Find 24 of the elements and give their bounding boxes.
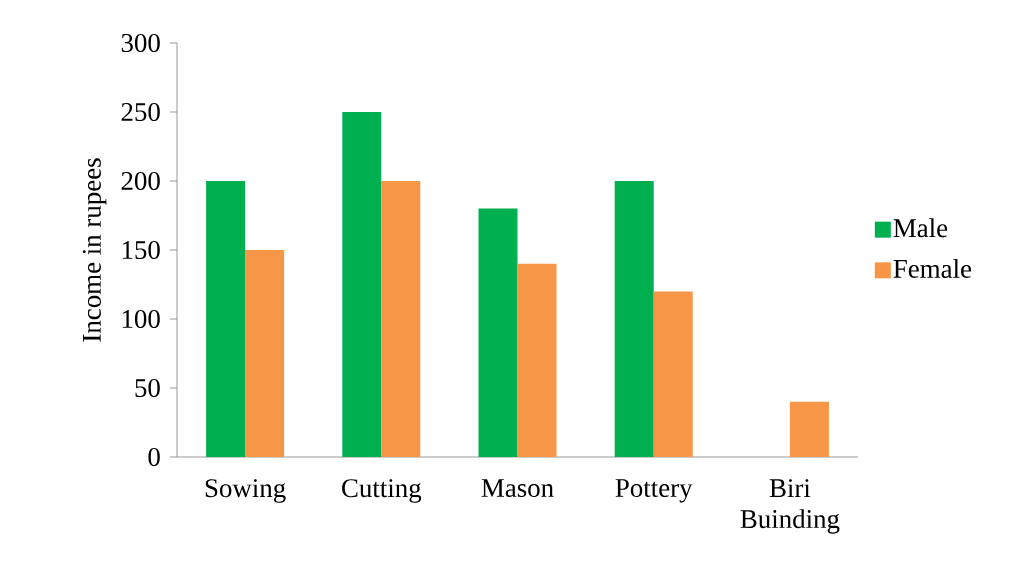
y-tick-label: 250	[121, 102, 160, 122]
x-tick-label: Biri Buinding	[740, 479, 840, 534]
bar	[517, 263, 557, 457]
bar	[789, 401, 829, 457]
y-tick-label: 0	[148, 447, 160, 467]
bar	[653, 291, 693, 457]
y-axis-title: Income in rupees	[82, 158, 107, 342]
bar	[478, 208, 518, 457]
x-tick-label: Pottery	[615, 479, 693, 503]
x-tick-label: Cutting	[342, 479, 422, 503]
y-tick-label: 200	[121, 171, 160, 191]
bar	[614, 181, 654, 457]
legend-label: Female	[893, 258, 972, 278]
y-tick-label: 50	[135, 378, 160, 398]
y-tick-label: 100	[122, 309, 160, 329]
legend-label: Male	[893, 218, 948, 238]
y-tick-label: 150	[122, 240, 160, 260]
x-tick-label: Mason	[481, 479, 554, 498]
bar	[381, 181, 421, 457]
bar	[342, 112, 382, 457]
bar	[245, 250, 285, 457]
y-tick-label: 300	[121, 33, 160, 53]
x-tick-label: Sowing	[205, 479, 286, 503]
bar	[206, 181, 246, 457]
